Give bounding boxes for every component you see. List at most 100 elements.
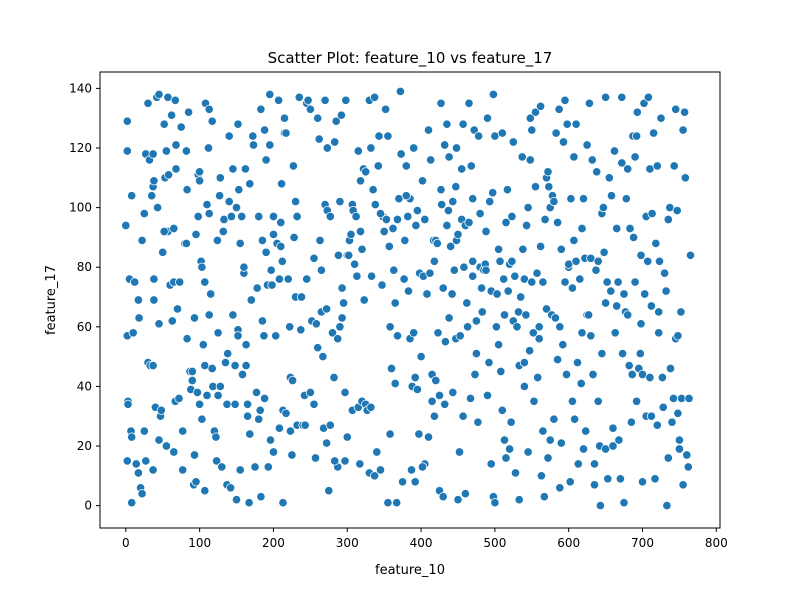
data-point (423, 432, 434, 442)
data-point (431, 375, 441, 386)
data-point (204, 209, 214, 219)
data-point (141, 456, 151, 466)
y-axis-label: feature_17 (44, 265, 59, 335)
data-point (632, 107, 642, 117)
data-point (560, 95, 570, 105)
data-point (133, 295, 143, 305)
data-point (359, 295, 369, 305)
data-point (523, 447, 533, 457)
data-point (133, 468, 143, 478)
data-point (233, 119, 243, 129)
data-point (612, 301, 622, 311)
data-point (228, 310, 238, 320)
data-point (597, 349, 607, 359)
data-point (556, 438, 566, 448)
data-point (161, 146, 171, 156)
data-point (556, 244, 566, 254)
data-point (230, 361, 240, 371)
data-point (197, 414, 207, 424)
data-point (499, 310, 510, 320)
data-point (384, 241, 394, 251)
data-point (555, 322, 565, 332)
data-point (250, 462, 260, 472)
data-point (412, 206, 422, 216)
data-point (558, 137, 569, 147)
data-point (181, 238, 191, 248)
data-point (501, 453, 511, 463)
data-point (268, 229, 279, 239)
data-point (367, 271, 377, 281)
data-point (385, 322, 395, 332)
data-point (448, 387, 458, 397)
data-point (390, 378, 400, 389)
data-point (587, 155, 597, 165)
data-point (149, 176, 159, 186)
data-point (182, 185, 192, 195)
data-point (436, 98, 446, 108)
data-point (257, 316, 267, 326)
data-point (285, 322, 295, 332)
data-point (446, 241, 456, 251)
data-point (650, 474, 660, 484)
data-point (598, 203, 608, 213)
data-point (451, 143, 462, 153)
data-point (584, 310, 594, 320)
data-point (602, 277, 612, 287)
data-point (260, 393, 270, 403)
data-point (528, 328, 538, 338)
data-point (287, 450, 297, 460)
plot-frame (99, 71, 721, 529)
data-point (444, 313, 454, 323)
data-point (127, 191, 137, 201)
data-point (245, 429, 255, 439)
data-point (172, 304, 183, 314)
data-point (218, 226, 228, 237)
data-point (533, 372, 543, 383)
data-point (274, 423, 284, 433)
y-tick-label: 20 (77, 439, 92, 453)
data-point (386, 363, 397, 374)
data-point (325, 420, 335, 430)
data-point (477, 283, 487, 293)
data-point (389, 265, 399, 275)
data-point (379, 226, 389, 237)
data-point (169, 223, 179, 234)
data-point (222, 399, 232, 409)
data-point (543, 167, 553, 177)
data-point (314, 134, 324, 144)
y-tick-label: 0 (84, 499, 92, 513)
data-point (474, 131, 484, 141)
data-point (560, 277, 570, 287)
data-point (517, 152, 527, 162)
data-point (195, 167, 205, 177)
data-point (561, 369, 572, 380)
data-point (381, 214, 391, 225)
data-point (427, 396, 437, 406)
data-point (495, 256, 505, 266)
data-point (310, 453, 321, 463)
data-point (189, 313, 200, 323)
data-point (572, 358, 583, 368)
data-point (187, 375, 197, 386)
data-point (525, 155, 535, 165)
data-point (608, 441, 618, 451)
data-points (121, 86, 696, 511)
data-point (130, 277, 140, 287)
data-point (455, 331, 465, 341)
data-point (623, 310, 633, 320)
y-tick-label: 140 (69, 81, 92, 95)
data-point (137, 489, 147, 499)
data-point (283, 274, 293, 284)
data-point (523, 203, 533, 213)
data-point (148, 149, 158, 159)
data-point (254, 414, 264, 424)
data-point (603, 474, 613, 484)
data-point (169, 447, 179, 457)
data-point (189, 450, 200, 460)
data-point (462, 298, 472, 308)
data-point (507, 211, 517, 222)
data-point (630, 277, 640, 287)
data-point (420, 214, 430, 225)
data-point (668, 393, 679, 403)
data-point (239, 262, 249, 272)
